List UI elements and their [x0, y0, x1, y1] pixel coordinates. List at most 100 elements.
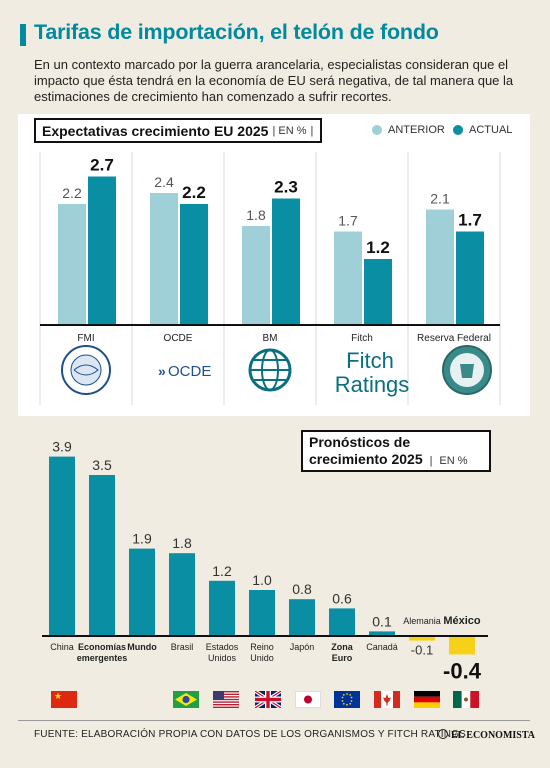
- chart1-unit-sep: |: [272, 124, 279, 137]
- page-title: Tarifas de importación, el telón de fond…: [34, 20, 439, 44]
- chart1-unit: EN %: [278, 124, 307, 137]
- source-note: FUENTE: ELABORACIÓN PROPIA CON DATOS DE …: [34, 729, 467, 740]
- category-label-10: México: [443, 615, 481, 627]
- bar-anterior-2: [242, 226, 270, 325]
- label-anterior-3: 1.7: [338, 213, 358, 229]
- bar-anterior-4: [426, 209, 454, 325]
- japan-flag-icon: [295, 691, 321, 708]
- bar-actual-3: [364, 259, 392, 325]
- category-label-line: Euro: [332, 653, 353, 663]
- bar-actual-2: [272, 198, 300, 325]
- chart1-unit-sep2: |: [310, 124, 314, 137]
- category-label-3: Brasil: [171, 642, 194, 652]
- china-flag-icon: ★: [51, 691, 77, 708]
- bar-anterior-3: [334, 231, 362, 325]
- label-actual-1: 2.2: [182, 183, 206, 202]
- chart2-title-line2-text: crecimiento 2025: [309, 451, 423, 467]
- globe-icon: [248, 348, 292, 392]
- category-label-9: Alemania: [403, 616, 441, 626]
- bar-anterior-1: [150, 193, 178, 325]
- category-label-2: Mundo: [127, 642, 157, 652]
- uk-flag-icon: [255, 691, 281, 708]
- category-label-line: emergentes: [77, 653, 128, 663]
- bar-actual-4: [456, 231, 484, 325]
- brazil-flag-icon: [173, 691, 199, 708]
- bar-0: [49, 456, 75, 636]
- category-label-4: Estados Unidos: [206, 642, 239, 663]
- value-label-0: 3.9: [52, 439, 72, 455]
- category-label-line: Estados: [206, 642, 239, 652]
- footer-divider: [18, 720, 530, 721]
- category-label-line: Unidos: [208, 653, 237, 663]
- category-label-1: Economías emergentes: [77, 642, 128, 663]
- label-anterior-1: 2.4: [154, 174, 174, 190]
- value-label-10: -0.4: [443, 658, 482, 683]
- label-anterior-2: 1.8: [246, 207, 266, 223]
- bar-9: [409, 636, 435, 641]
- svg-text:OCDE: OCDE: [168, 363, 211, 380]
- chart1-title: Expectativas crecimiento EU 2025: [42, 122, 269, 139]
- chart1-header: Expectativas crecimiento EU 2025 | EN % …: [34, 118, 322, 143]
- bar-10: [449, 636, 475, 655]
- chart1-category-3: Fitch: [351, 333, 373, 344]
- category-label-line: Japón: [290, 642, 315, 652]
- eu-flag-icon: [334, 691, 360, 708]
- value-label-6: 0.8: [292, 581, 312, 597]
- chart1-category-2: BM: [263, 333, 278, 344]
- category-label-6: Japón: [290, 642, 315, 652]
- value-label-8: 0.1: [372, 613, 392, 629]
- chart1-svg: 2.2 2.7 FMI 2.4 2.2 OCDE 1.8 2.3 BM 1.7 1.2 Fitch 2.…: [39, 152, 501, 405]
- bar-7: [329, 608, 355, 636]
- label-actual-0: 2.7: [90, 156, 114, 175]
- category-label-line: Unido: [250, 653, 274, 663]
- canada-flag-icon: [374, 691, 400, 708]
- chart2-unit: EN %: [439, 455, 468, 467]
- value-label-7: 0.6: [332, 590, 352, 606]
- label-actual-2: 2.3: [274, 178, 298, 197]
- chart2-unit-sep: |: [426, 455, 436, 467]
- label-anterior-0: 2.2: [62, 185, 82, 201]
- title-accent-bar: [20, 24, 26, 46]
- legend-dot-anterior: [372, 125, 382, 135]
- ocde-logo-icon: » OCDE: [158, 363, 211, 380]
- bar-1: [89, 475, 115, 636]
- value-label-1: 3.5: [92, 457, 112, 473]
- brand-logo: EL ECONOMISTA: [438, 729, 535, 741]
- brand-logo-icon: [438, 729, 448, 739]
- brand-logo-text: EL ECONOMISTA: [451, 730, 535, 741]
- legend-item-anterior: ANTERIOR: [372, 124, 445, 136]
- chart1-category-1: OCDE: [164, 333, 193, 344]
- chart1-category-0: FMI: [77, 333, 94, 344]
- category-label-line: Canadá: [366, 642, 398, 652]
- category-label-5: Reino Unido: [250, 642, 274, 663]
- bar-anterior-0: [58, 204, 86, 325]
- value-label-2: 1.9: [132, 531, 152, 547]
- federal-reserve-seal-icon: [442, 345, 492, 395]
- svg-text:Fitch: Fitch: [346, 348, 394, 373]
- intro-paragraph: En un contexto marcado por la guerra ara…: [34, 57, 514, 104]
- bar-4: [209, 580, 235, 636]
- category-label-line: Economías: [78, 642, 126, 652]
- value-label-9: -0.1: [411, 643, 433, 658]
- bar-actual-0: [88, 176, 116, 325]
- chart2-title-line1: Pronósticos de: [309, 434, 411, 450]
- category-label-8: Canadá: [366, 642, 398, 652]
- label-actual-4: 1.7: [458, 211, 482, 230]
- imf-seal-icon: [61, 345, 111, 395]
- value-label-3: 1.8: [172, 535, 192, 551]
- bar-6: [289, 599, 315, 636]
- mexico-flag-icon: [453, 691, 479, 708]
- legend-label-anterior: ANTERIOR: [388, 124, 445, 136]
- category-label-0: China: [50, 642, 74, 652]
- chart1-category-4: Reserva Federal: [417, 333, 491, 344]
- category-label-line: Mundo: [127, 642, 157, 652]
- category-label-line: Zona: [331, 642, 353, 652]
- bar-8: [369, 631, 395, 636]
- bar-actual-1: [180, 204, 208, 325]
- bar-5: [249, 590, 275, 636]
- category-label-line: Reino: [250, 642, 274, 652]
- legend-item-actual: ACTUAL: [453, 124, 512, 136]
